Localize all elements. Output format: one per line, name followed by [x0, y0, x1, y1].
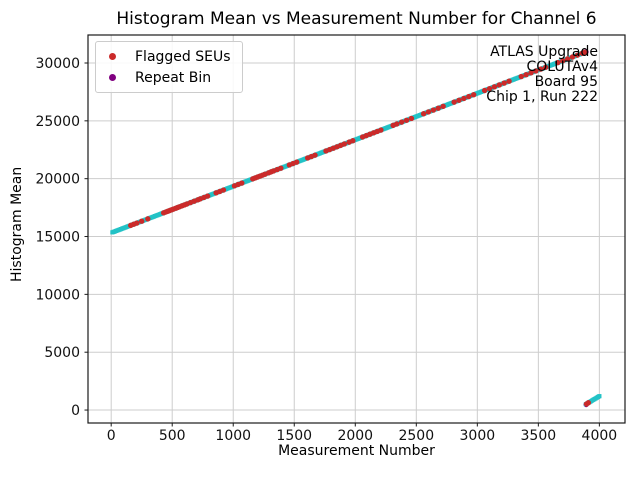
chart-title: Histogram Mean vs Measurement Number for…	[116, 9, 597, 29]
data-point-flagged	[461, 95, 467, 102]
data-point-flagged	[440, 103, 446, 110]
flagged-seus-marker-icon	[109, 53, 116, 60]
repeat-bin-marker-icon	[109, 74, 116, 81]
y-tick-label: 10000	[35, 287, 80, 303]
data-point-flagged	[481, 87, 488, 94]
data-point-flagged	[139, 218, 145, 224]
data-point-flagged	[134, 220, 140, 226]
x-tick-label: 2500	[398, 428, 434, 444]
y-tick-label: 25000	[35, 114, 80, 130]
annotation-block: ATLAS Upgrade COLUTAv4 Board 95 Chip 1, …	[486, 45, 598, 105]
y-tick-label: 30000	[35, 56, 80, 72]
x-tick-label: 3000	[460, 428, 496, 444]
data-point-flagged	[506, 78, 512, 84]
data-point-flagged	[564, 56, 571, 62]
data-point-flagged	[350, 138, 356, 144]
annotation-line-3: Board 95	[534, 74, 598, 90]
data-point-flagged	[542, 64, 549, 70]
data-point-flagged	[528, 70, 534, 76]
data-point-flagged	[555, 59, 561, 66]
legend: Flagged SEUs Repeat Bin	[95, 41, 243, 93]
data-point-flagged	[239, 180, 245, 186]
x-tick-label: 4000	[582, 428, 618, 444]
y-tick-label: 20000	[35, 172, 80, 188]
data-point-flagged	[220, 187, 227, 193]
data-point-flagged	[341, 141, 347, 147]
data-point-flagged	[394, 121, 400, 127]
data-point-main	[597, 394, 602, 399]
data-point-flagged	[585, 400, 592, 406]
data-point-flagged	[403, 117, 410, 123]
data-point-flagged	[430, 107, 437, 113]
legend-item-flagged-seus: Flagged SEUs	[109, 46, 231, 67]
legend-label-flagged-seus: Flagged SEUs	[135, 48, 231, 65]
data-point-flagged	[435, 105, 441, 111]
data-point-flagged	[145, 216, 151, 222]
x-tick-label: 0	[107, 428, 116, 444]
data-point-flagged	[425, 109, 432, 115]
data-point-flagged	[496, 82, 502, 88]
data-point-flagged	[501, 80, 507, 86]
data-point-flagged	[398, 119, 405, 125]
data-point-flagged	[518, 73, 524, 80]
data-point-flagged	[486, 85, 493, 92]
y-axis-label: Histogram Mean	[9, 166, 25, 282]
x-tick-label: 500	[159, 428, 186, 444]
data-point-flagged	[378, 127, 384, 133]
annotation-line-1: ATLAS Upgrade	[490, 44, 598, 60]
data-point-flagged	[451, 99, 457, 105]
data-point-flagged	[538, 66, 544, 72]
data-point-flagged	[466, 93, 472, 100]
data-point-flagged	[470, 91, 477, 98]
data-point-flagged	[312, 152, 318, 158]
x-tick-label: 3500	[521, 428, 557, 444]
legend-label-repeat-bin: Repeat Bin	[135, 69, 212, 86]
data-point-flagged	[560, 58, 566, 64]
x-tick-label: 2000	[337, 428, 373, 444]
data-point-flagged	[574, 52, 581, 58]
x-tick-label: 1000	[215, 428, 251, 444]
data-point-flagged	[533, 68, 539, 74]
data-point-flagged	[523, 71, 529, 78]
data-point-flagged	[582, 49, 588, 56]
legend-item-repeat-bin: Repeat Bin	[109, 67, 231, 88]
axes-frame	[87, 34, 626, 424]
y-tick-label: 15000	[35, 230, 80, 246]
annotation-line-4: Chip 1, Run 222	[486, 89, 598, 105]
data-point-flagged	[278, 165, 284, 171]
data-point-flagged	[408, 115, 415, 122]
annotation-line-2: COLUTAv4	[526, 59, 598, 75]
x-tick-label: 1500	[276, 428, 312, 444]
data-point-flagged	[204, 193, 211, 199]
data-point-flagged	[293, 159, 300, 165]
y-tick-label: 5000	[44, 345, 80, 361]
x-axis-label: Measurement Number	[278, 443, 435, 459]
y-tick-label: 0	[71, 403, 80, 419]
data-point-flagged	[420, 111, 427, 117]
data-point-flagged	[456, 97, 462, 103]
data-point-flagged	[491, 84, 498, 90]
data-point-flagged	[569, 54, 576, 60]
